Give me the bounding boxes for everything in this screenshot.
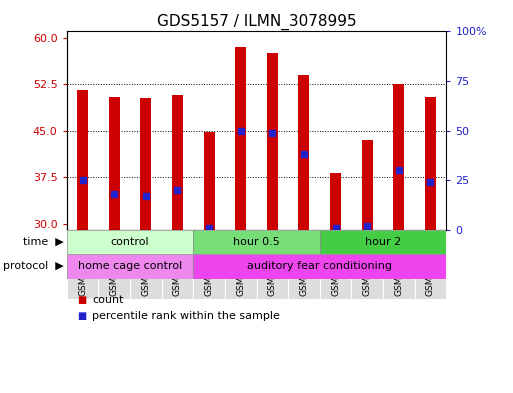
Bar (299, 75, 309, 230)
Bar (351, 230, 383, 299)
Bar (130, 230, 162, 299)
Bar (193, 230, 320, 254)
Bar (415, 230, 446, 299)
Bar (140, 98, 151, 230)
Bar (330, 173, 341, 230)
Text: hour 2: hour 2 (365, 237, 401, 247)
Bar (109, 97, 120, 230)
Text: ■: ■ (77, 311, 86, 321)
Bar (393, 84, 404, 230)
Text: GSM1383166: GSM1383166 (394, 235, 403, 296)
Bar (362, 140, 373, 230)
Bar (98, 230, 130, 299)
Text: protocol  ▶: protocol ▶ (4, 261, 64, 272)
Bar (204, 132, 214, 230)
Text: auditory fear conditioning: auditory fear conditioning (247, 261, 392, 272)
Text: GSM1383167: GSM1383167 (426, 235, 435, 296)
Bar (320, 230, 446, 254)
Bar (225, 230, 256, 299)
Bar (172, 95, 183, 230)
Text: GSM1383173: GSM1383173 (110, 235, 119, 296)
Bar (425, 97, 436, 230)
Bar (193, 254, 446, 279)
Bar (383, 230, 415, 299)
Bar (235, 47, 246, 230)
Text: GSM1383165: GSM1383165 (363, 235, 372, 296)
Text: ■: ■ (77, 295, 86, 305)
Bar (77, 90, 88, 230)
Text: time  ▶: time ▶ (24, 237, 64, 247)
Bar (320, 230, 351, 299)
Text: GSM1383171: GSM1383171 (300, 235, 308, 296)
Text: home cage control: home cage control (78, 261, 182, 272)
Text: count: count (92, 295, 124, 305)
Text: GSM1383168: GSM1383168 (205, 235, 213, 296)
Bar (288, 230, 320, 299)
Bar (67, 230, 193, 254)
Text: hour 0.5: hour 0.5 (233, 237, 280, 247)
Text: GDS5157 / ILMN_3078995: GDS5157 / ILMN_3078995 (156, 14, 357, 30)
Text: GSM1383175: GSM1383175 (173, 235, 182, 296)
Bar (67, 254, 193, 279)
Text: GSM1383172: GSM1383172 (78, 235, 87, 296)
Bar (193, 230, 225, 299)
Text: GSM1383174: GSM1383174 (141, 235, 150, 296)
Text: GSM1383169: GSM1383169 (236, 235, 245, 296)
Text: control: control (111, 237, 149, 247)
Bar (162, 230, 193, 299)
Text: percentile rank within the sample: percentile rank within the sample (92, 311, 280, 321)
Text: GSM1383170: GSM1383170 (268, 235, 277, 296)
Text: GSM1383164: GSM1383164 (331, 235, 340, 296)
Bar (267, 53, 278, 230)
Bar (67, 230, 98, 299)
Bar (256, 230, 288, 299)
